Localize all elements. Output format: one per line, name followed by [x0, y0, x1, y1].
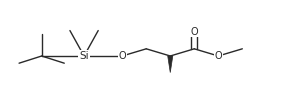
Text: O: O: [191, 27, 198, 37]
Polygon shape: [168, 56, 173, 73]
Text: O: O: [214, 51, 222, 61]
Text: O: O: [118, 51, 126, 61]
Text: Si: Si: [79, 51, 89, 61]
